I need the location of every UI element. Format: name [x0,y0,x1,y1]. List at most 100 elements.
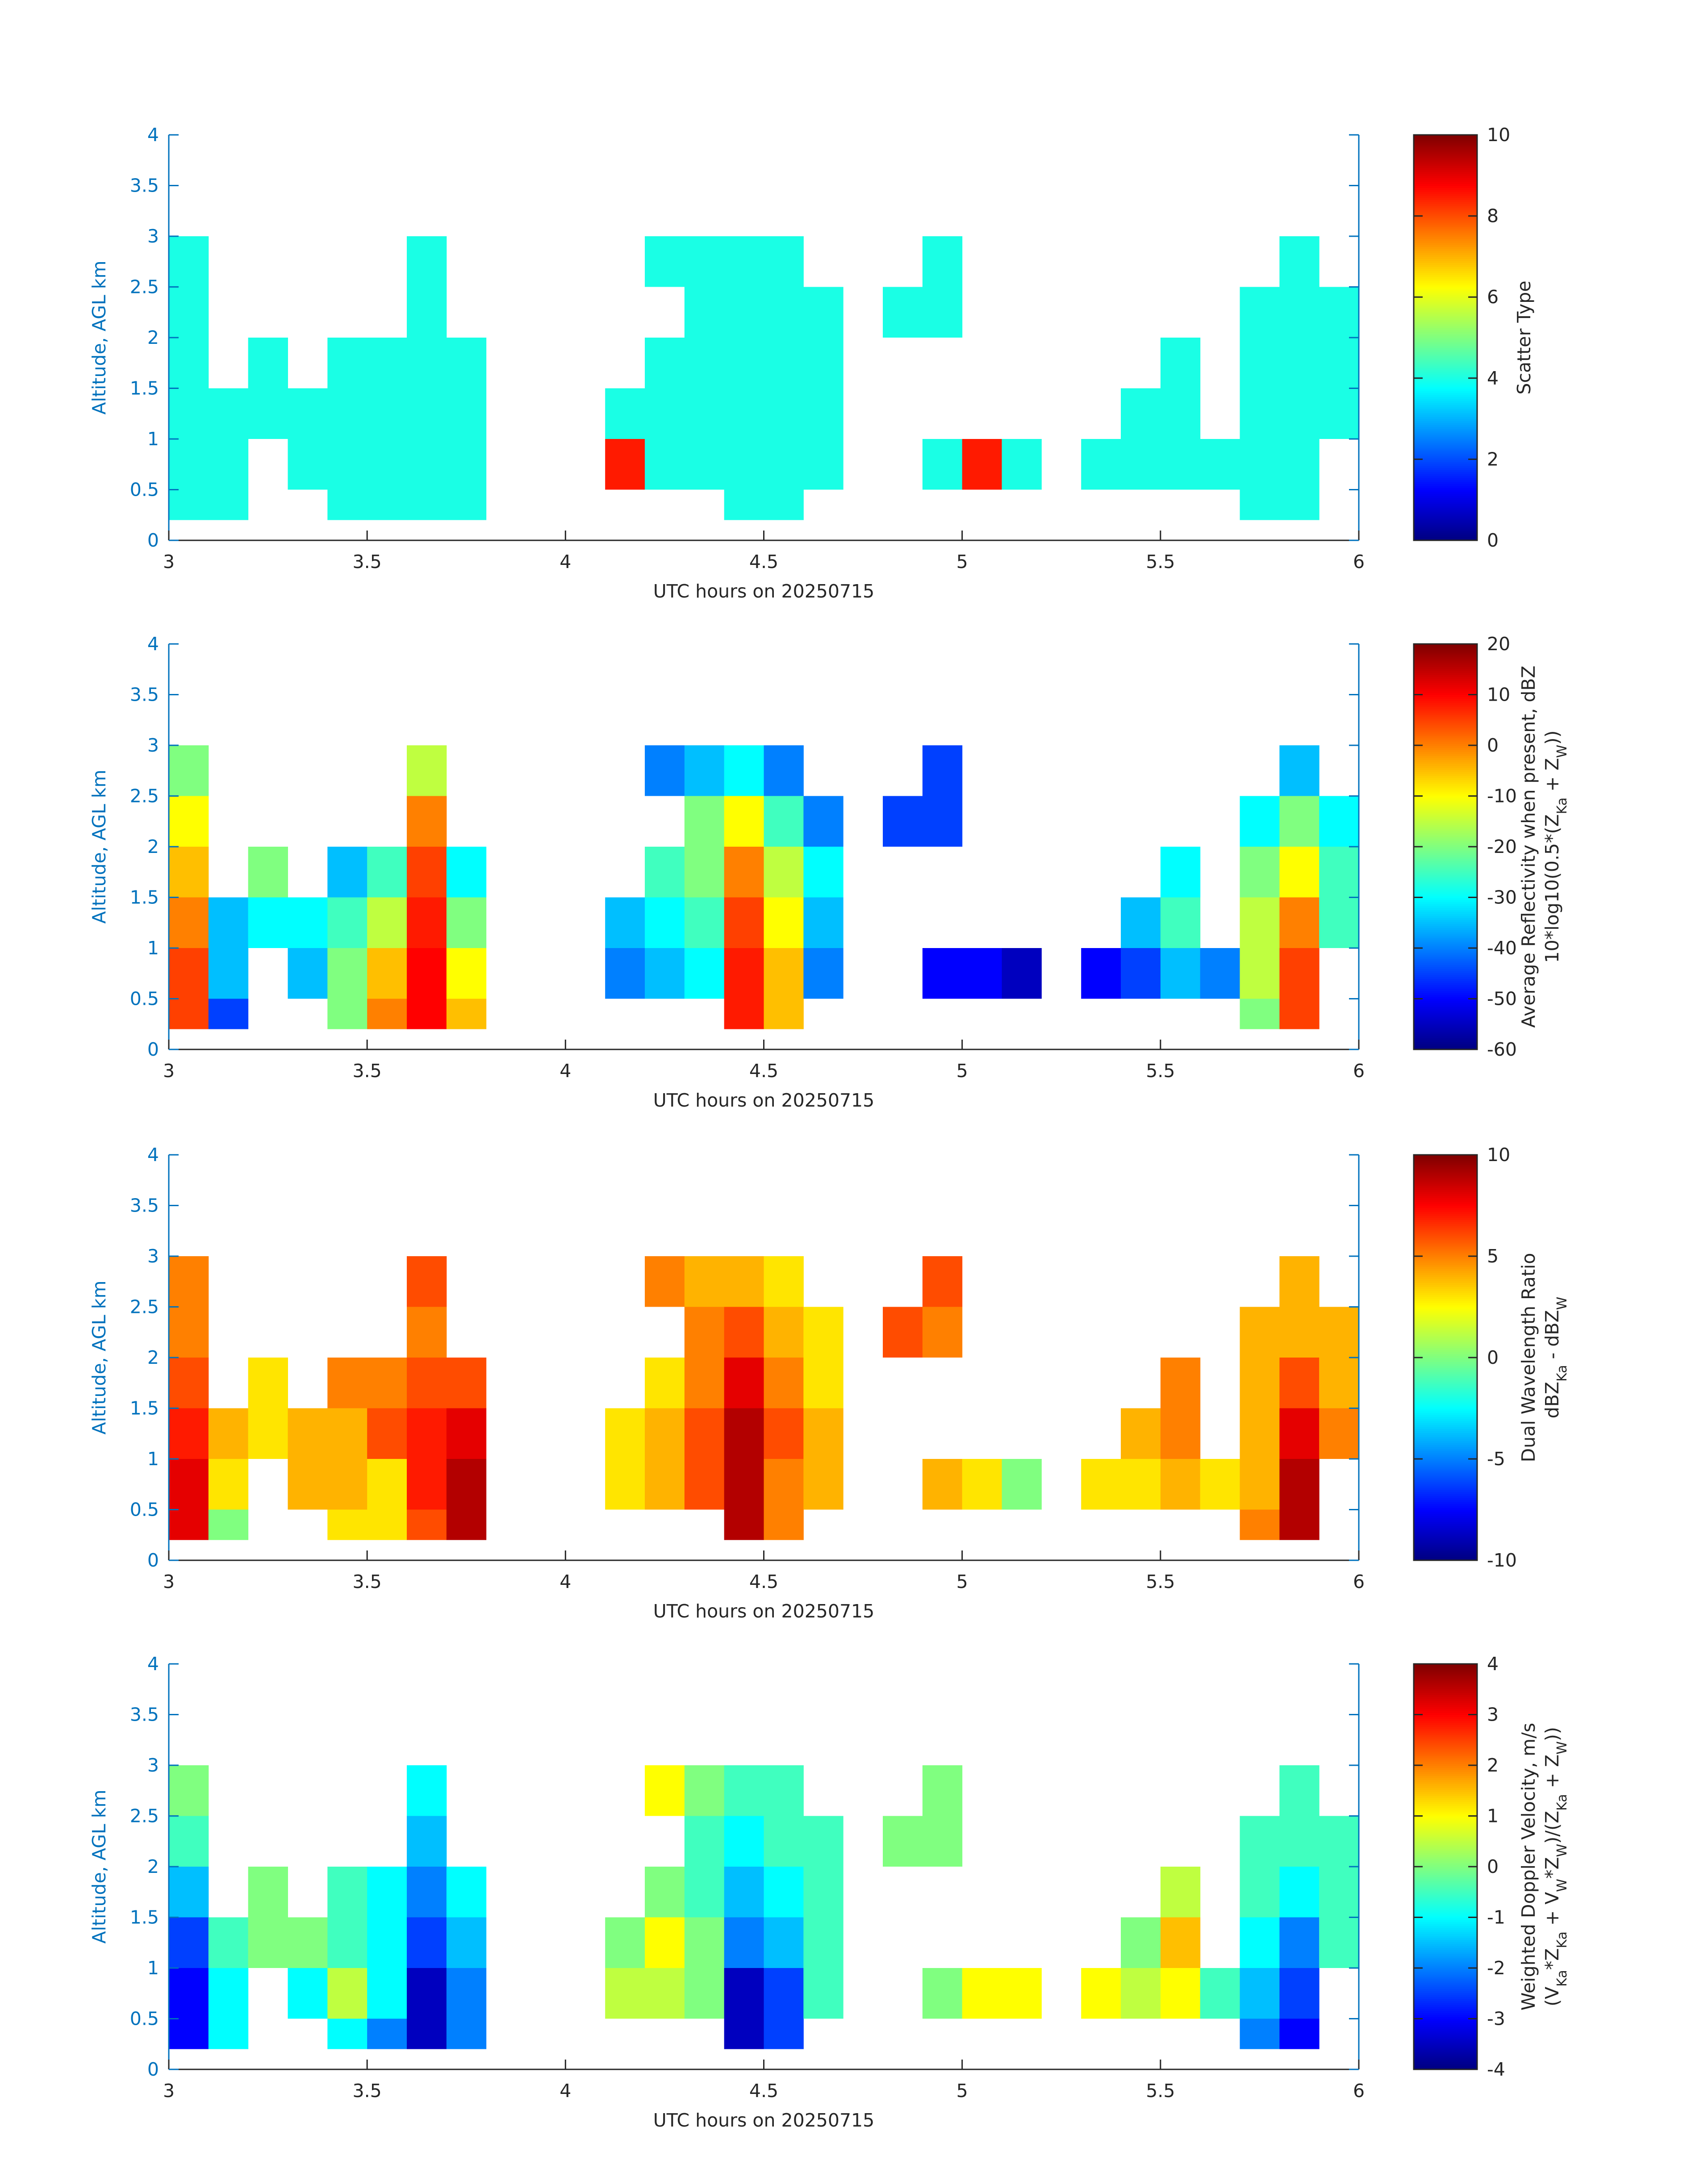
heatmap-cell [724,1256,764,1307]
colorbar-step [1414,1702,1477,1705]
colorbar-step [1414,994,1477,997]
colorbar-step [1414,301,1477,304]
colorbar-step [1414,1479,1477,1482]
colorbar-step [1414,1175,1477,1178]
label-part: *Z [1541,1857,1563,1879]
colorbar-step [1414,1879,1477,1881]
colorbar-step [1414,1441,1477,1443]
heatmap-cell [605,948,645,999]
colorbar-step [1414,2022,1477,2026]
heatmap-cell [1121,439,1161,490]
heatmap-cell [407,897,447,948]
colorbar-step [1414,1970,1477,1973]
colorbar-step [1414,709,1477,711]
colorbar-step [1414,181,1477,184]
heatmap-cell [1121,1917,1161,1968]
heatmap-cell [288,388,328,439]
colorbar-step [1414,1280,1477,1283]
colorbar-step [1414,1710,1477,1713]
heatmap-cell [883,287,923,338]
colorbar-step [1414,1039,1477,1042]
colorbar-step [1414,1483,1477,1486]
heatmap-cell [208,999,249,1029]
colorbar-step [1414,1751,1477,1754]
colorbar-step [1414,1781,1477,1784]
colorbar-step [1414,1388,1477,1391]
colorbar-step [1414,1437,1477,1439]
x-tick-label: 4.5 [749,1060,778,1082]
colorbar-step [1414,1347,1477,1350]
colorbar-step [1414,200,1477,202]
colorbar-step [1414,743,1477,746]
label-part: 10*log10(0.5*(Z [1541,814,1563,963]
label-part: (V [1541,1987,1563,2006]
colorbar-step [1414,2008,1477,2011]
colorbar-step [1414,347,1477,351]
colorbar-step [1414,1534,1477,1537]
colorbar-step [1414,1291,1477,1293]
heatmap-cell [169,1358,209,1408]
colorbar-tick-label: -2 [1487,1957,1505,1979]
x-axis-label: UTC hours on 20250715 [653,2110,874,2131]
heatmap-cell [1279,1256,1320,1307]
colorbar-step [1414,323,1477,326]
heatmap-cell [407,1358,447,1408]
colorbar-step [1414,976,1477,979]
colorbar-step [1414,1951,1477,1955]
colorbar-step [1414,899,1477,902]
colorbar-step [1414,1917,1477,1920]
colorbar-step [1414,1734,1477,1738]
colorbar-step [1414,1212,1477,1214]
colorbar-step [1414,2053,1477,2056]
colorbar-step [1414,1491,1477,1494]
colorbar-step [1414,741,1477,744]
colorbar-step [1414,1013,1477,1015]
colorbar-step [1414,1680,1477,1683]
heatmap-cell [645,1459,685,1510]
colorbar-step [1414,1558,1477,1561]
colorbar-step [1414,1323,1477,1326]
colorbar-step [1414,701,1477,703]
heatmap-cell [1200,1968,1240,2019]
heatmap-cell [764,287,804,338]
colorbar-label: 10*log10(0.5*(ZKa + ZW)) [1541,731,1570,963]
colorbar-step [1414,1228,1477,1230]
colorbar-step [1414,350,1477,352]
colorbar-step [1414,1718,1477,1722]
heatmap-cell [208,1459,249,1510]
colorbar-step [1414,974,1477,977]
colorbar-step [1414,333,1477,336]
heatmap-cell [684,1867,725,1918]
colorbar-step [1414,788,1477,790]
heatmap-cell [327,1867,367,1918]
heatmap-cell [684,1968,725,2019]
heatmap-cell [764,236,804,287]
label-subscript: W [1554,745,1570,758]
colorbar-step [1414,143,1477,146]
colorbar-step [1414,1367,1477,1371]
heatmap-cell [764,847,804,898]
colorbar-step [1414,258,1477,261]
colorbar-tick-label: -3 [1487,2008,1505,2030]
heatmap-cell [208,1917,249,1968]
colorbar-step [1414,1836,1477,1839]
heatmap-cell [645,1917,685,1968]
colorbar-step [1414,1824,1477,1827]
colorbar-step [1414,421,1477,423]
colorbar-step [1414,1925,1477,1928]
colorbar-step [1414,1729,1477,1731]
y-axis-label: Altitude, AGL km [88,1790,110,1944]
colorbar-step [1414,767,1477,770]
colorbar-step [1414,668,1477,671]
colorbar-step [1414,1351,1477,1354]
colorbar-step [1414,2000,1477,2003]
colorbar-step [1414,159,1477,162]
colorbar-step [1414,871,1477,874]
heatmap-cell [169,236,209,287]
colorbar-step [1414,1045,1477,1048]
heatmap-cell [367,999,407,1029]
colorbar-step [1414,329,1477,332]
colorbar-step [1414,362,1477,365]
colorbar-tick-label: 0 [1487,1347,1499,1368]
y-tick-label: 0 [147,2059,159,2080]
